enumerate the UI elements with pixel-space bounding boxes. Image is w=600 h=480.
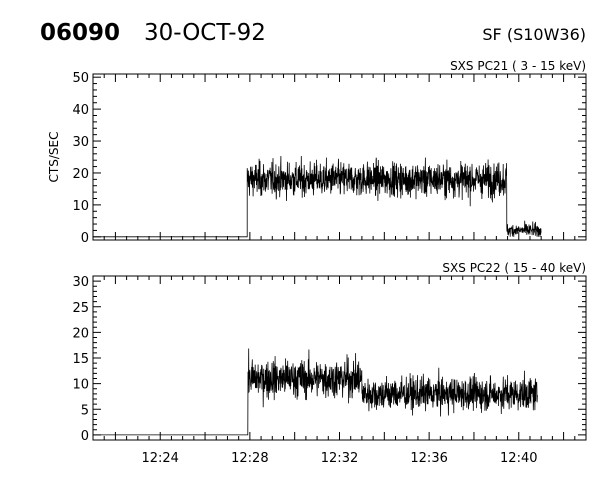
y-tick-label: 10 [72,378,89,393]
y-tick-label: 50 [72,71,89,86]
y-tick-label: 20 [72,167,89,182]
panel-title-pc21: SXS PC21 ( 3 - 15 keV) [450,59,586,73]
y-tick-label: 5 [81,403,89,418]
plot-frame-pc22 [92,275,587,441]
panel-pc21: SXS PC21 ( 3 - 15 keV) 0 10 20 30 40 50 CTS/S… [47,59,587,246]
y-tick-label: 0 [81,231,89,246]
x-tick-label: 12:28 [231,451,268,466]
x-tick-label: 12:40 [500,451,537,466]
y-tick-label: 15 [72,352,89,367]
axis-ticks-pc21: 0 10 20 30 40 50 [72,71,587,246]
series-line-pc21 [93,155,542,238]
y-tick-label: 20 [72,326,89,341]
flare-location: SF (S10W36) [482,25,586,44]
y-tick-label: 10 [72,199,89,214]
event-date: 30-OCT-92 [144,20,266,46]
plot-frame-pc21 [92,73,587,241]
series-line-pc22 [93,348,538,436]
event-id: 06090 [40,20,120,46]
y-tick-label: 40 [72,103,89,118]
y-tick-label: 30 [72,275,89,290]
x-tick-label: 12:36 [410,451,447,466]
x-tick-label: 12:32 [321,451,358,466]
y-tick-label: 0 [81,429,89,444]
y-tick-label: 25 [72,301,89,316]
panel-pc22: SXS PC22 ( 15 - 40 keV) 0 5 10 15 20 25 30 12:2… [72,261,587,466]
y-tick-label: 30 [72,135,89,150]
axis-ticks-pc22: 0 5 10 15 20 25 30 12:24 12:28 12:32 12:36 12:40 [72,275,587,466]
x-tick-label: 12:24 [141,451,178,466]
panel-title-pc22: SXS PC22 ( 15 - 40 keV) [442,261,586,275]
y-axis-label-pc21: CTS/SEC [47,132,61,183]
